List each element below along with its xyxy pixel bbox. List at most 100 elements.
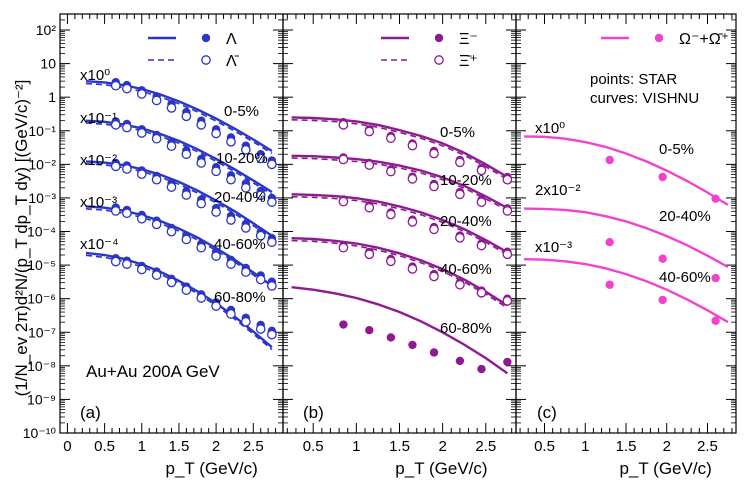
y-axis-label: (1/N_ev 2π)d²N/(p_T dp_T dy) [(GeV/c)⁻²] <box>12 80 31 397</box>
panel-label: (b) <box>303 403 324 422</box>
data-point-anti <box>151 219 162 230</box>
data-point-anti <box>255 230 266 241</box>
data-point-anti <box>110 120 121 130</box>
x-tick-label: 1.5 <box>616 438 637 455</box>
data-point-anti <box>226 259 236 269</box>
centrality-label: 40-60% <box>659 269 711 286</box>
y-tick-label: 10⁻⁵ <box>27 257 56 273</box>
centrality-label: 60-80% <box>440 320 492 337</box>
data-point-anti <box>181 111 192 122</box>
data-point-anti <box>122 164 132 174</box>
data-point <box>711 194 720 203</box>
data-point-anti <box>110 80 121 91</box>
legend-particle-label: Ξ⁻ <box>459 31 478 48</box>
legend-open-marker <box>434 55 444 65</box>
data-point-anti <box>364 126 375 137</box>
data-point-anti <box>502 174 513 185</box>
data-point-anti <box>386 256 396 267</box>
y-tick-label: 10⁻³ <box>28 190 56 206</box>
data-point-anti <box>240 145 251 155</box>
x-tick-label: 0 <box>63 438 71 455</box>
legend: Ξ⁻ Ξ̄⁺ <box>381 31 478 70</box>
data-point-anti <box>110 161 121 172</box>
model-curve-anti <box>291 119 508 181</box>
data-point-anti <box>110 256 121 267</box>
panel-a-lambda: 0 0.5 1 1.5 2 2.5 10⁻¹⁰ 10⁻⁹ 10⁻⁸ 10⁻⁷ 10⁻⁶ 10⁻⁵ 10⁻… <box>23 13 284 478</box>
y-tick-label: 10⁻⁴ <box>27 224 56 240</box>
legend-filled-marker <box>654 33 664 43</box>
data-point-anti <box>151 174 162 185</box>
data-point-anti <box>429 224 439 235</box>
y-tick-label: 10⁻¹⁰ <box>23 425 57 441</box>
data-point-anti <box>122 122 132 133</box>
data-point-anti <box>151 133 162 144</box>
scale-factor-label: x10⁰ <box>535 120 565 137</box>
model-curve <box>291 154 508 210</box>
data-point-anti <box>110 206 121 216</box>
data-point-anti <box>455 189 465 200</box>
legend-antiparticle-label: Λ̄ <box>226 53 240 70</box>
model-curve <box>291 193 508 254</box>
data-point-anti <box>226 215 236 225</box>
y-tick-label: 1 <box>48 89 56 105</box>
legend-filled-marker <box>434 33 444 43</box>
data-point-anti <box>455 232 465 243</box>
data-point-anti <box>266 329 277 340</box>
centrality-label: 40-60% <box>214 236 266 253</box>
x-tick-label: 1.5 <box>169 438 190 455</box>
series-20-40% <box>85 158 277 248</box>
scale-factor-label: x10⁻² <box>80 152 117 169</box>
legend: Ω⁻+Ω̄⁺ <box>601 31 729 48</box>
points-source-label: points: STAR <box>590 71 677 88</box>
data-point-anti <box>226 309 236 319</box>
x-tick-label: 2.5 <box>243 438 264 455</box>
data-point-anti <box>166 182 177 192</box>
data-point <box>365 326 374 335</box>
panel-c-omega: 0.5 1 1.5 2 2.5 p_T (GeV/c) (c) 0-5% x10⁰ 20-40% 2… <box>515 13 737 478</box>
data-point-anti <box>364 160 375 170</box>
data-point-anti <box>240 267 251 277</box>
data-point-anti <box>211 207 221 217</box>
data-point-anti <box>407 140 418 151</box>
legend-antiparticle-label: Ξ̄⁺ <box>459 53 478 70</box>
data-point-anti <box>166 141 177 151</box>
data-point-anti <box>429 271 439 282</box>
data-point-anti <box>196 158 207 168</box>
y-tick-label: 10⁻⁷ <box>28 324 56 340</box>
scale-factor-label: 2x10⁻² <box>535 182 580 199</box>
y-tick-label: 10 <box>40 56 56 72</box>
data-point-anti <box>429 148 439 159</box>
data-point-anti <box>455 157 465 168</box>
x-tick-label: 2 <box>438 438 446 455</box>
data-point-anti <box>338 120 349 130</box>
data-point-anti <box>166 103 177 113</box>
shared-labels: Au+Au 200A GeV points: STAR curves: VISH… <box>86 71 699 381</box>
x-tick-label: 1.5 <box>389 438 410 455</box>
data-point-anti <box>386 166 396 177</box>
data-point-anti <box>266 197 277 207</box>
data-point-anti <box>181 234 192 245</box>
series-20-40% <box>524 207 729 283</box>
centrality-label: 0-5% <box>440 124 475 141</box>
legend-particle-label: Ω⁻+Ω̄⁺ <box>679 31 729 48</box>
data-point-anti <box>455 279 465 290</box>
series-0-5% <box>524 135 729 206</box>
data-point <box>605 238 614 247</box>
series-40-60% <box>85 203 277 291</box>
x-tick-label: 0.5 <box>303 438 324 455</box>
x-tick-label: 1 <box>581 438 589 455</box>
data-point-anti <box>255 324 266 334</box>
data-point-anti <box>255 190 266 201</box>
x-tick-label: 1 <box>352 438 360 455</box>
model-curve <box>291 237 509 307</box>
series-10-20% <box>85 117 277 207</box>
data-point-anti <box>338 242 349 253</box>
y-tick-label: 10⁻⁹ <box>27 391 56 407</box>
x-axis-label: p_T (GeV/c) <box>619 459 711 478</box>
data-point-anti <box>407 264 418 274</box>
panel-b-xi: 0.5 1 1.5 2 2.5 p_T (GeV/c) (b) 0-5% 10-20% 20-40… <box>282 13 517 478</box>
data-point-anti <box>181 190 192 200</box>
data-point-anti <box>166 277 177 288</box>
x-tick-label: 2.5 <box>475 438 496 455</box>
